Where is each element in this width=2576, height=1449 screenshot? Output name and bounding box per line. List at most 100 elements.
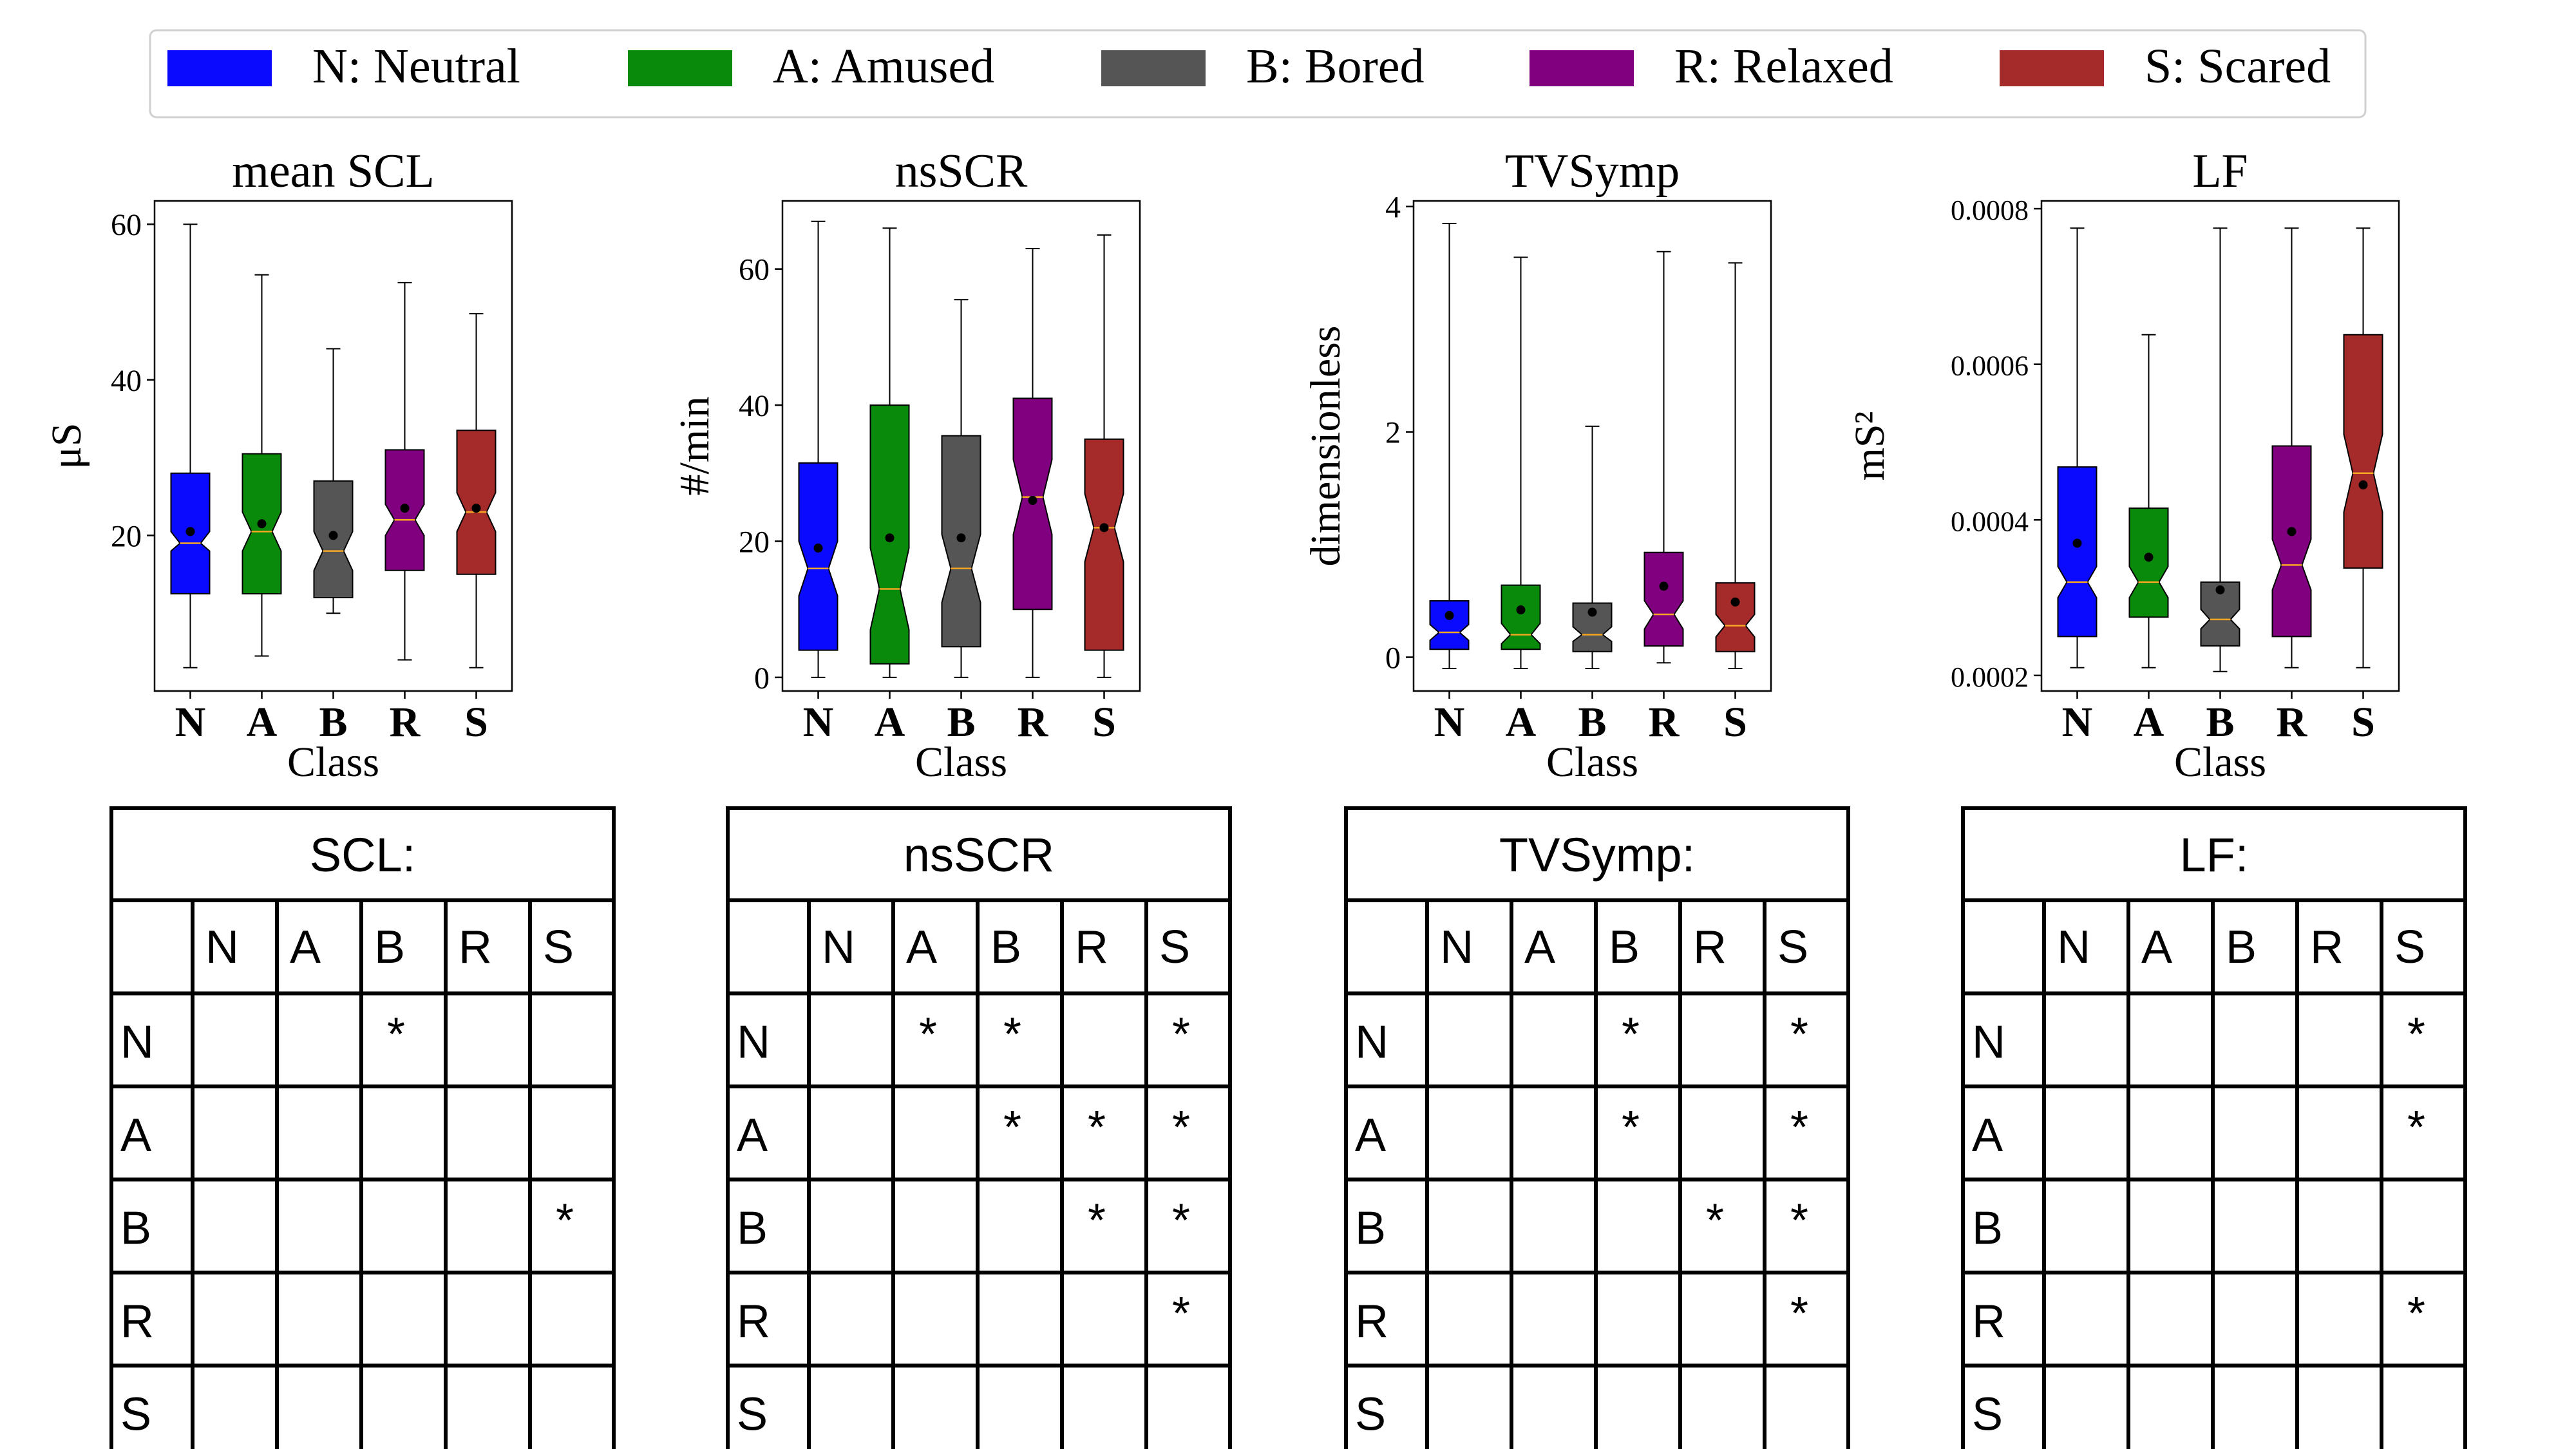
column-header: A xyxy=(1524,922,1555,973)
y-tick-label: 0.0008 xyxy=(1951,194,2029,226)
column-header: N xyxy=(822,922,855,973)
y-tick-label: 60 xyxy=(739,253,770,287)
box-R xyxy=(1643,551,1684,647)
legend-label: B: Bored xyxy=(1246,39,1425,93)
legend-label: N: Neutral xyxy=(312,39,520,93)
box-S xyxy=(456,430,497,575)
significance-mark: * xyxy=(1790,1009,1808,1061)
box-plot-panel: mean SCL 20 40 60 μS Class N A B R S xyxy=(43,145,513,786)
significance-mark: * xyxy=(1172,1288,1190,1340)
x-tick-label: B xyxy=(1578,699,1606,746)
legend-swatch xyxy=(1101,50,1206,86)
y-tick-label: 0 xyxy=(754,661,770,696)
x-tick-label: R xyxy=(1649,699,1680,746)
row-header: S xyxy=(737,1389,768,1441)
box-N xyxy=(2057,466,2098,638)
significance-mark: * xyxy=(1003,1009,1021,1061)
mean-marker xyxy=(2215,585,2225,594)
y-axis-label: dimensionless xyxy=(1302,326,1349,567)
x-tick-label: B xyxy=(947,699,975,746)
x-tick-label: A xyxy=(1506,699,1537,746)
chart-title: mean SCL xyxy=(232,145,434,198)
x-tick-label: N xyxy=(1434,699,1465,746)
x-tick-label: B xyxy=(2206,699,2234,746)
x-tick-label: S xyxy=(1092,699,1116,746)
significance-mark: * xyxy=(556,1195,574,1247)
significance-mark: * xyxy=(919,1009,937,1061)
significance-mark: * xyxy=(1172,1009,1190,1061)
x-tick-label: S xyxy=(1723,699,1747,746)
row-header: A xyxy=(1972,1110,2003,1161)
column-header: R xyxy=(1693,922,1727,973)
row-header: R xyxy=(1355,1296,1388,1347)
column-header: N xyxy=(1440,922,1473,973)
mean-marker xyxy=(328,531,338,540)
x-axis-label: Class xyxy=(287,739,379,786)
significance-mark: * xyxy=(1790,1102,1808,1153)
row-header: A xyxy=(1355,1110,1386,1161)
table-title: TVSymp: xyxy=(1499,828,1695,882)
legend-label: S: Scared xyxy=(2145,39,2331,93)
x-tick-label: S xyxy=(464,699,488,746)
column-header: B xyxy=(2226,922,2257,973)
legend-label: R: Relaxed xyxy=(1674,39,1893,93)
significance-mark: * xyxy=(1172,1195,1190,1247)
chart-title: nsSCR xyxy=(895,145,1028,198)
y-tick-label: 20 xyxy=(739,525,770,559)
x-tick-label: R xyxy=(2277,699,2308,746)
mean-marker xyxy=(1516,605,1526,615)
box-N xyxy=(798,462,838,651)
y-tick-label: 0 xyxy=(1385,641,1401,676)
y-axis-label: mS² xyxy=(1846,412,1893,481)
column-header: R xyxy=(1075,922,1108,973)
column-header: B xyxy=(1609,922,1640,973)
mean-marker xyxy=(1028,496,1037,506)
x-tick-label: B xyxy=(319,699,347,746)
mean-marker xyxy=(1659,582,1669,591)
mean-marker xyxy=(400,504,410,513)
x-tick-label: N xyxy=(803,699,834,746)
legend-label: A: Amused xyxy=(773,39,994,93)
y-tick-label: 40 xyxy=(739,389,770,423)
significance-mark: * xyxy=(1622,1102,1640,1153)
column-header: A xyxy=(290,922,321,973)
significance-mark: * xyxy=(1790,1288,1808,1340)
column-header: S xyxy=(543,922,574,973)
row-header: S xyxy=(1355,1389,1386,1441)
x-tick-label: S xyxy=(2351,699,2375,746)
row-header: S xyxy=(1972,1389,2003,1441)
mean-marker xyxy=(1730,597,1740,607)
significance-mark: * xyxy=(387,1009,405,1061)
column-header: S xyxy=(1159,922,1190,973)
significance-mark: * xyxy=(1088,1102,1106,1153)
mean-marker xyxy=(2287,527,2297,536)
column-header: N xyxy=(205,922,239,973)
y-tick-label: 0.0002 xyxy=(1951,661,2029,693)
column-header: A xyxy=(2141,922,2172,973)
x-tick-label: N xyxy=(175,699,206,746)
table-title: LF: xyxy=(2180,828,2249,882)
y-tick-label: 4 xyxy=(1385,191,1401,225)
box-N xyxy=(1429,600,1470,650)
mean-marker xyxy=(257,519,267,529)
row-header: A xyxy=(737,1110,768,1161)
legend-swatch xyxy=(2000,50,2104,86)
x-tick-label: A xyxy=(2134,699,2164,746)
x-tick-label: R xyxy=(1018,699,1049,746)
x-tick-label: R xyxy=(390,699,421,746)
mean-marker xyxy=(185,527,195,536)
row-header: R xyxy=(1972,1296,2005,1347)
significance-mark: * xyxy=(1003,1102,1021,1153)
row-header: B xyxy=(1972,1203,2003,1255)
x-tick-label: A xyxy=(247,699,278,746)
row-header: R xyxy=(737,1296,770,1347)
significance-mark: * xyxy=(2407,1009,2425,1061)
mean-marker xyxy=(956,533,966,543)
mean-marker xyxy=(471,504,481,513)
significance-mark: * xyxy=(2407,1288,2425,1340)
box-A xyxy=(2128,507,2169,618)
row-header: N xyxy=(120,1017,154,1068)
row-header: R xyxy=(120,1296,154,1347)
